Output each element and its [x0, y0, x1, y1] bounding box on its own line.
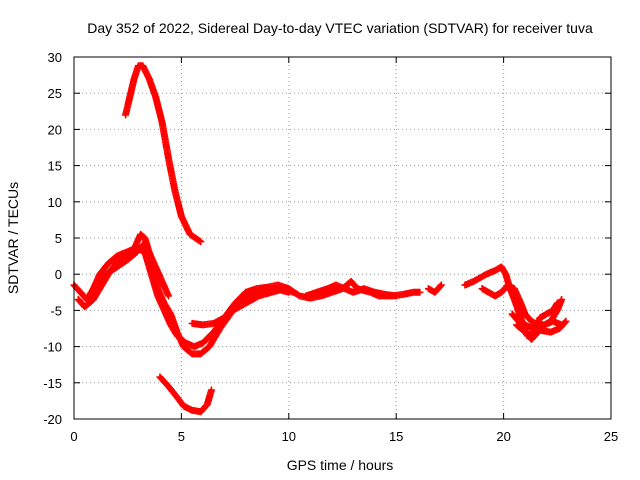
data-point [416, 288, 424, 296]
y-tick-label: 30 [48, 50, 62, 65]
gridlines [74, 57, 611, 419]
data-point [558, 296, 566, 304]
y-axis-label: SDTVAR / TECUs [5, 182, 21, 294]
x-tick-label: 5 [178, 429, 185, 444]
y-tick-label: 10 [48, 195, 62, 210]
series-arc-low [156, 373, 215, 416]
x-tick-label: 25 [604, 429, 618, 444]
y-tick-label: -5 [50, 303, 62, 318]
chart-title: Day 352 of 2022, Sidereal Day-to-day VTE… [87, 20, 593, 36]
data-point [436, 282, 444, 290]
series-arc-main-c [91, 241, 173, 300]
x-tick-label: 0 [70, 429, 77, 444]
series-arc-high [122, 62, 205, 246]
data-point [165, 292, 173, 300]
x-axis-label: GPS time / hours [287, 457, 394, 473]
data-point [392, 292, 400, 300]
series-arc-late-d [512, 317, 566, 343]
y-tick-label: 15 [48, 159, 62, 174]
y-tick-label: 5 [55, 231, 62, 246]
series-arc-17 [424, 281, 445, 296]
data-point [562, 317, 570, 325]
y-tick-label: -15 [43, 376, 62, 391]
x-tick-label: 15 [389, 429, 403, 444]
x-tick-label: 10 [282, 429, 296, 444]
y-tick-label: -20 [43, 412, 62, 427]
x-tick-label: 20 [496, 429, 510, 444]
data-point [196, 237, 204, 245]
data-series [70, 62, 570, 416]
data-point [558, 321, 566, 329]
data-point [207, 386, 215, 394]
data-point [437, 281, 445, 289]
series-arc-mid-b [302, 281, 400, 300]
y-tick-label: 25 [48, 86, 62, 101]
data-point [197, 238, 205, 246]
axis-ticks: 0 5 10 15 20 25 -20 -15 -10 -5 0 5 10 15 20 25 30 [43, 50, 618, 444]
y-tick-label: -10 [43, 340, 62, 355]
y-tick-label: 0 [55, 267, 62, 282]
y-tick-label: 20 [48, 122, 62, 137]
